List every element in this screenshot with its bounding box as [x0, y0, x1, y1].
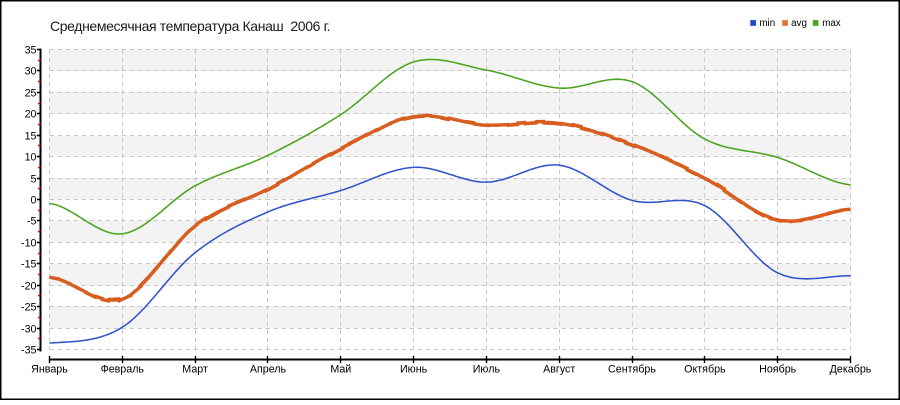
svg-text:20: 20: [25, 108, 37, 120]
svg-text:10: 10: [25, 151, 37, 163]
svg-text:Январь: Январь: [31, 363, 68, 375]
svg-text:Май: Май: [330, 363, 351, 375]
svg-text:max: max: [822, 18, 841, 29]
svg-text:-35: -35: [21, 344, 37, 356]
svg-text:-10: -10: [21, 237, 37, 249]
svg-text:Апрель: Апрель: [250, 363, 287, 375]
svg-text:Сентябрь: Сентябрь: [608, 363, 656, 375]
svg-text:Октябрь: Октябрь: [684, 363, 726, 375]
svg-text:-25: -25: [21, 301, 37, 313]
svg-text:Март: Март: [182, 363, 208, 375]
svg-text:-30: -30: [21, 323, 37, 335]
svg-text:min: min: [759, 18, 775, 29]
svg-text:35: 35: [25, 44, 37, 56]
svg-text:Июнь: Июнь: [400, 363, 428, 375]
svg-text:Июль: Июль: [473, 363, 501, 375]
svg-text:25: 25: [25, 87, 37, 99]
svg-text:avg: avg: [791, 18, 807, 29]
svg-text:Ноябрь: Ноябрь: [759, 363, 797, 375]
svg-text:-20: -20: [21, 280, 37, 292]
svg-text:Среднемесячная температура Кан: Среднемесячная температура Канаш 2006 г.: [50, 18, 331, 34]
svg-text:Декабрь: Декабрь: [830, 363, 872, 375]
svg-text:-5: -5: [27, 215, 37, 227]
svg-text:15: 15: [25, 130, 37, 142]
svg-text:-15: -15: [21, 258, 37, 270]
svg-text:5: 5: [31, 173, 37, 185]
svg-text:0: 0: [31, 194, 37, 206]
svg-text:30: 30: [25, 65, 37, 77]
svg-text:Август: Август: [543, 363, 575, 375]
svg-text:Февраль: Февраль: [101, 363, 145, 375]
